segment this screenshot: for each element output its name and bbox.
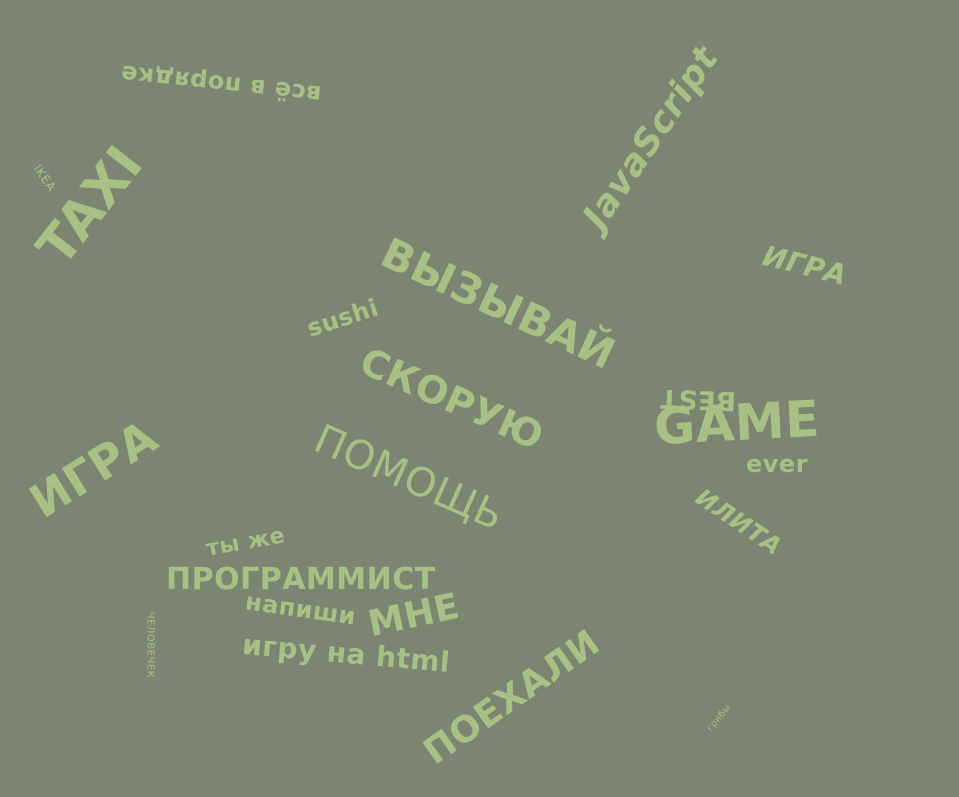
word-igra-top: ИГРА <box>759 239 851 292</box>
word-igru-na-html: игру на html <box>241 627 452 680</box>
word-griby: грибы <box>705 702 734 734</box>
word-ilita: ИЛИТА <box>690 483 788 561</box>
word-taxi: TAXI <box>25 135 156 277</box>
word-game: GAME <box>652 389 822 457</box>
word-programmist: ПРОГРАММИСТ <box>166 562 436 597</box>
word-ever: ever <box>746 450 809 478</box>
word-chelovechek: ЧЕЛОВЕЧЕК <box>144 611 156 679</box>
word-pomosch: ПОМОЩЬ <box>307 415 511 541</box>
word-javascript: JavaScript <box>575 38 727 237</box>
word-sushi: sushi <box>303 293 382 343</box>
word-ty-zhe: ты же <box>204 523 288 562</box>
word-igra-left: ИГРА <box>20 409 167 529</box>
word-skoruyu: СКОРУЮ <box>353 339 551 459</box>
word-vyzyvay: ВЫЗЫВАЙ <box>373 228 623 380</box>
word-vsyo-v-poryadke: всё в порядке <box>119 59 323 109</box>
word-ikea: IKEA <box>30 162 59 194</box>
